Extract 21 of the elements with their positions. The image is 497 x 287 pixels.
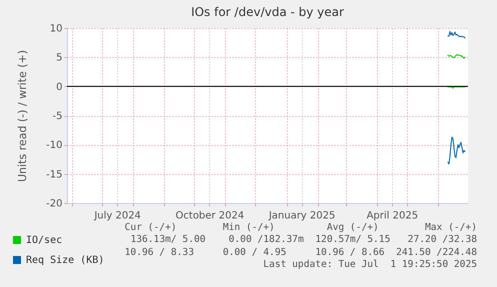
line-series bbox=[447, 31, 466, 38]
y-tick-label: 5 bbox=[56, 52, 62, 64]
text: Last update: Tue Jul 1 19:25:50 2025 bbox=[263, 259, 477, 270]
y-tick-label: -5 bbox=[52, 111, 62, 122]
chart-title: IOs for /dev/vda - by year bbox=[191, 5, 344, 19]
x-tick-label: April 2025 bbox=[366, 210, 418, 222]
y-axis-title: Units read (-) / write (+) bbox=[16, 50, 30, 182]
x-tick-label: January 2025 bbox=[268, 210, 336, 222]
legend-label: Req Size (KB) bbox=[26, 255, 104, 266]
legend-label: IO/sec bbox=[26, 235, 62, 246]
y-tick-label: -10 bbox=[46, 140, 62, 152]
y-tick-label: -20 bbox=[46, 198, 62, 210]
x-tick-label: October 2024 bbox=[176, 210, 244, 222]
text: 136.13m/ 5.00 0.00 /182.37m 120.57m/ 5.15 27.20 /32.38 bbox=[130, 234, 477, 246]
y-tick-label: 10 bbox=[50, 24, 62, 34]
text: 10.96 / 8.33 0.00 / 4.95 10.96 / 8.66 241.50 /224.48 bbox=[124, 246, 477, 258]
line-series bbox=[447, 136, 466, 164]
x-tick-label: July 2024 bbox=[93, 210, 141, 222]
y-tick-label: -15 bbox=[46, 169, 62, 180]
y-tick-label: 0 bbox=[56, 82, 62, 93]
text: Cur (-/+) Min (-/+) Avg (-/+) Max (-/+) bbox=[124, 222, 477, 233]
